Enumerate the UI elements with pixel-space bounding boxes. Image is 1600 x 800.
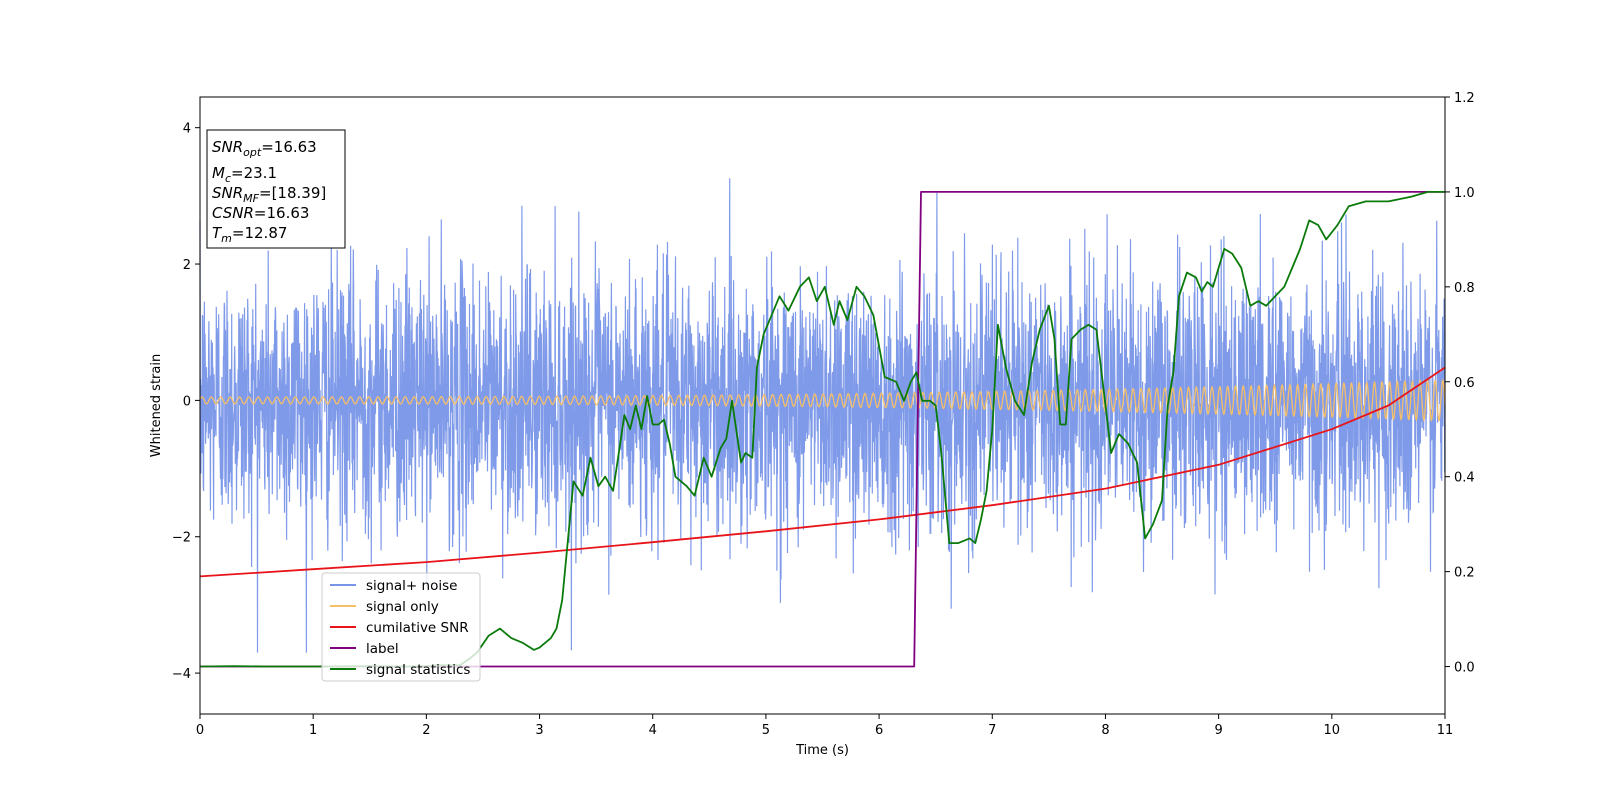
series-signal-only	[199, 378, 1446, 422]
x-tick-label: 7	[988, 723, 996, 738]
y-right-tick-label: 0.8	[1454, 281, 1475, 296]
legend-entry: label	[366, 641, 399, 657]
y-right-tick-label: 0.0	[1454, 661, 1475, 676]
csnr-text: CSNR=16.63	[212, 204, 309, 222]
x-tick-label: 5	[762, 723, 770, 738]
snr-opt-text: SNRopt=16.63	[212, 138, 317, 159]
y-right-tick-label: 1.2	[1454, 91, 1475, 106]
y-left-tick-label: −2	[172, 531, 191, 546]
legend-entry: cumilative SNR	[366, 620, 469, 636]
y-left-tick-label: −4	[172, 667, 191, 682]
x-axis-label: Time (s)	[795, 743, 849, 758]
x-tick-label: 10	[1324, 723, 1341, 738]
x-tick-label: 1	[309, 723, 317, 738]
series-cumulative-snr	[199, 366, 1446, 578]
x-tick-label: 2	[422, 723, 430, 738]
y-left-tick-label: 4	[183, 122, 191, 137]
y-right-tick-label: 0.6	[1454, 376, 1475, 391]
y-right-tick-label: 1.0	[1454, 186, 1475, 201]
x-tick-label: 0	[196, 723, 204, 738]
series-signal-statistics	[199, 190, 1445, 668]
tm-text: Tm=12.87	[212, 224, 287, 245]
x-tick-label: 9	[1214, 723, 1222, 738]
x-tick-label: 11	[1437, 723, 1454, 738]
snr-mf-text: SNRMF=[18.39]	[212, 184, 326, 205]
x-tick-label: 6	[875, 723, 883, 738]
y-axis-label: Whitened strain	[149, 354, 164, 457]
y-left-tick-label: 2	[183, 258, 191, 273]
y-right-tick-label: 0.4	[1454, 471, 1475, 486]
x-tick-label: 4	[649, 723, 657, 738]
legend: signal+ noise signal only cumilative SNR la…	[321, 572, 481, 682]
plot-frame	[199, 96, 1446, 715]
y-left-tick-label: 0	[183, 394, 191, 409]
mc-text: Mc=23.1	[212, 164, 277, 185]
x-tick-label: 8	[1101, 723, 1109, 738]
x-tick-label: 3	[535, 723, 543, 738]
metrics-annotation: SNRopt=16.63 Mc=23.1 SNRMF=[18.39] CSNR=…	[206, 129, 346, 249]
legend-entry: signal+ noise	[366, 578, 457, 594]
legend-entry: signal statistics	[366, 662, 470, 678]
series-label	[200, 190, 1445, 668]
y-right-tick-label: 0.2	[1454, 566, 1475, 581]
legend-entry: signal only	[366, 599, 439, 615]
